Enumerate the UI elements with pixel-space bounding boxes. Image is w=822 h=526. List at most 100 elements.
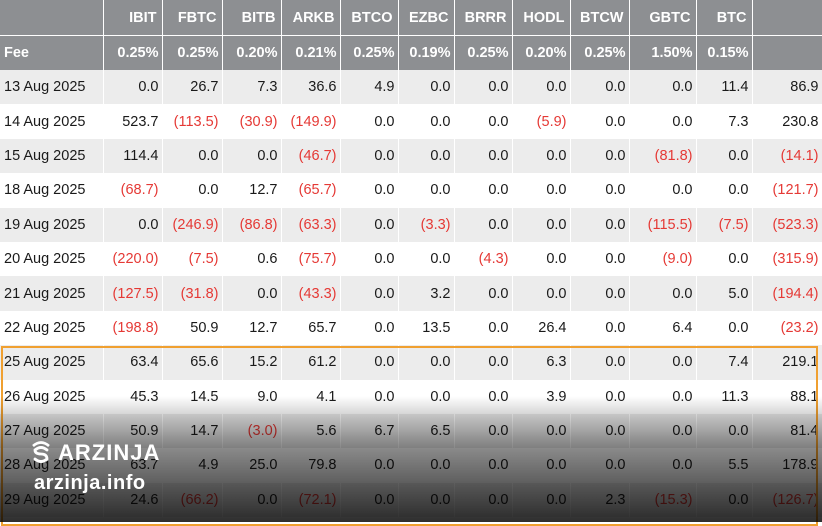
flow-cell: 0.0	[570, 207, 630, 242]
flow-cell: 0.0	[570, 241, 630, 277]
table-row: 14 Aug 2025 523.7 (113.5) (30.9) (149.9) 0.0 0…	[0, 104, 822, 139]
flow-cell: (72.1)	[281, 482, 341, 518]
row-date: 14 Aug 2025	[0, 104, 104, 139]
flow-cell: 7.3	[222, 70, 282, 105]
flow-cell: 0.0	[340, 104, 399, 139]
header-corner	[0, 0, 104, 36]
flow-cell: 63.4	[103, 345, 163, 380]
flow-cell: 61.2	[281, 345, 341, 380]
flow-cell: 0.0	[398, 138, 455, 174]
flow-cell: (68.7)	[103, 173, 163, 208]
flow-cell: 0.0	[340, 379, 399, 414]
fee-cell: 0.15%	[696, 35, 753, 70]
table-row: 20 Aug 2025 (220.0) (7.5) 0.6 (75.7) 0.0 0.0 (4…	[0, 241, 822, 277]
fee-cell: 0.21%	[281, 35, 341, 70]
row-date: 25 Aug 2025	[0, 345, 104, 380]
table-row: 19 Aug 2025 0.0 (246.9) (86.8) (63.3) 0.0 (3.3…	[0, 207, 822, 242]
flow-cell: 0.0	[629, 345, 697, 380]
flow-cell: (5.9)	[512, 104, 571, 139]
row-date: 18 Aug 2025	[0, 173, 104, 208]
flow-cell: (31.8)	[162, 276, 223, 311]
flow-cell: 0.0	[570, 345, 630, 380]
flow-cell: 114.4	[103, 138, 163, 174]
column-header: BTCW	[570, 0, 630, 36]
flow-cell: (65.7)	[281, 173, 341, 208]
flow-cell: 219.1	[752, 345, 822, 380]
flow-cell: 0.0	[512, 276, 571, 311]
flow-cell: 0.0	[454, 173, 513, 208]
column-header: BTCO	[340, 0, 399, 36]
flow-cell: 50.9	[162, 310, 223, 346]
flow-cell: 0.0	[629, 70, 697, 105]
column-header	[752, 0, 822, 36]
fee-cell	[752, 35, 822, 70]
flow-cell: (63.3)	[281, 207, 341, 242]
watermark-logo: ARZINJA	[30, 440, 160, 466]
flow-cell: (81.8)	[629, 138, 697, 174]
flow-cell: 7.4	[696, 345, 753, 380]
flow-cell: 0.0	[454, 310, 513, 346]
flow-cell: 0.0	[629, 173, 697, 208]
flow-cell: 81.4	[752, 413, 822, 449]
flow-cell: 0.0	[570, 448, 630, 483]
flow-cell: 0.0	[629, 104, 697, 139]
flow-cell: 0.0	[512, 413, 571, 449]
flow-cell: 0.0	[454, 448, 513, 483]
flow-cell: (23.2)	[752, 310, 822, 346]
flow-cell: 79.8	[281, 448, 341, 483]
flow-cell: 14.7	[162, 413, 223, 449]
flow-cell: 13.5	[398, 310, 455, 346]
flow-cell: 0.0	[512, 138, 571, 174]
flow-cell: (46.7)	[281, 138, 341, 174]
flow-cell: 0.0	[222, 482, 282, 518]
fee-label: Fee	[0, 35, 104, 70]
flow-cell: 0.0	[454, 276, 513, 311]
flow-cell: 0.0	[398, 345, 455, 380]
fee-row: Fee 0.25% 0.25% 0.20% 0.21% 0.25% 0.19% 0.25% 0…	[0, 35, 822, 70]
flow-cell: 523.7	[103, 104, 163, 139]
flow-cell: 0.0	[696, 310, 753, 346]
flow-cell: (86.8)	[222, 207, 282, 242]
flow-cell: 0.0	[398, 379, 455, 414]
flow-cell: 0.0	[340, 448, 399, 483]
fee-cell: 0.25%	[454, 35, 513, 70]
flow-cell: 6.5	[398, 413, 455, 449]
flow-cell: (315.9)	[752, 241, 822, 277]
flow-cell: (3.3)	[398, 207, 455, 242]
flow-cell: 0.0	[103, 207, 163, 242]
flow-cell: 11.3	[696, 379, 753, 414]
fee-cell: 0.20%	[222, 35, 282, 70]
flow-cell: 5.5	[696, 448, 753, 483]
flow-cell: 0.0	[454, 482, 513, 518]
flow-cell: 0.0	[454, 413, 513, 449]
header-row: IBIT FBTC BITB ARKB BTCO EZBC BRRR HODL BTCW GBTC…	[0, 0, 822, 36]
flow-cell: 0.0	[512, 207, 571, 242]
flow-cell: 0.0	[570, 173, 630, 208]
flow-cell: 6.4	[629, 310, 697, 346]
flow-cell: (14.1)	[752, 138, 822, 174]
flow-cell: 0.0	[512, 70, 571, 105]
flow-cell: 0.0	[512, 241, 571, 277]
flow-cell: 0.0	[454, 207, 513, 242]
flow-cell: 15.2	[222, 345, 282, 380]
flow-cell: 0.0	[629, 448, 697, 483]
flow-cell: 0.0	[340, 276, 399, 311]
flow-cell: 0.0	[340, 207, 399, 242]
flow-cell: 0.0	[162, 138, 223, 174]
row-date: 22 Aug 2025	[0, 310, 104, 346]
row-date: 13 Aug 2025	[0, 70, 104, 105]
table-row: 26 Aug 2025 45.3 14.5 9.0 4.1 0.0 0.0 0.0 3.9 0.0…	[0, 379, 822, 414]
flow-cell: 45.3	[103, 379, 163, 414]
column-header: BTC	[696, 0, 753, 36]
flow-cell: 0.0	[454, 379, 513, 414]
row-date: 20 Aug 2025	[0, 241, 104, 277]
row-date: 21 Aug 2025	[0, 276, 104, 311]
flow-cell: (127.5)	[103, 276, 163, 311]
flow-cell: 0.0	[570, 310, 630, 346]
row-date: 19 Aug 2025	[0, 207, 104, 242]
column-header: IBIT	[103, 0, 163, 36]
flow-cell: 0.0	[512, 482, 571, 518]
flow-cell: (7.5)	[162, 241, 223, 277]
flow-cell: 5.6	[281, 413, 341, 449]
flow-cell: 0.0	[340, 138, 399, 174]
